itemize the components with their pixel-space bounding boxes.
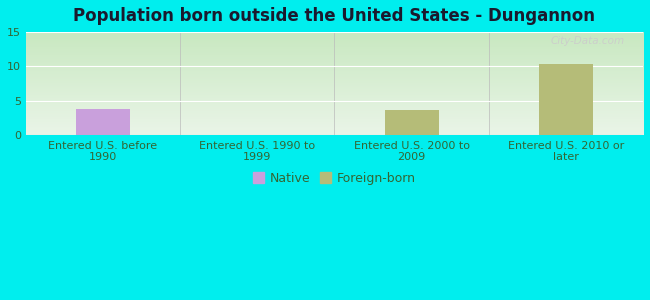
Text: City-Data.com: City-Data.com <box>551 36 625 46</box>
Bar <box>76 109 130 135</box>
Legend: Native, Foreign-born: Native, Foreign-born <box>250 169 419 189</box>
Bar <box>539 64 593 135</box>
Title: Population born outside the United States - Dungannon: Population born outside the United State… <box>73 7 595 25</box>
Bar <box>385 110 439 135</box>
